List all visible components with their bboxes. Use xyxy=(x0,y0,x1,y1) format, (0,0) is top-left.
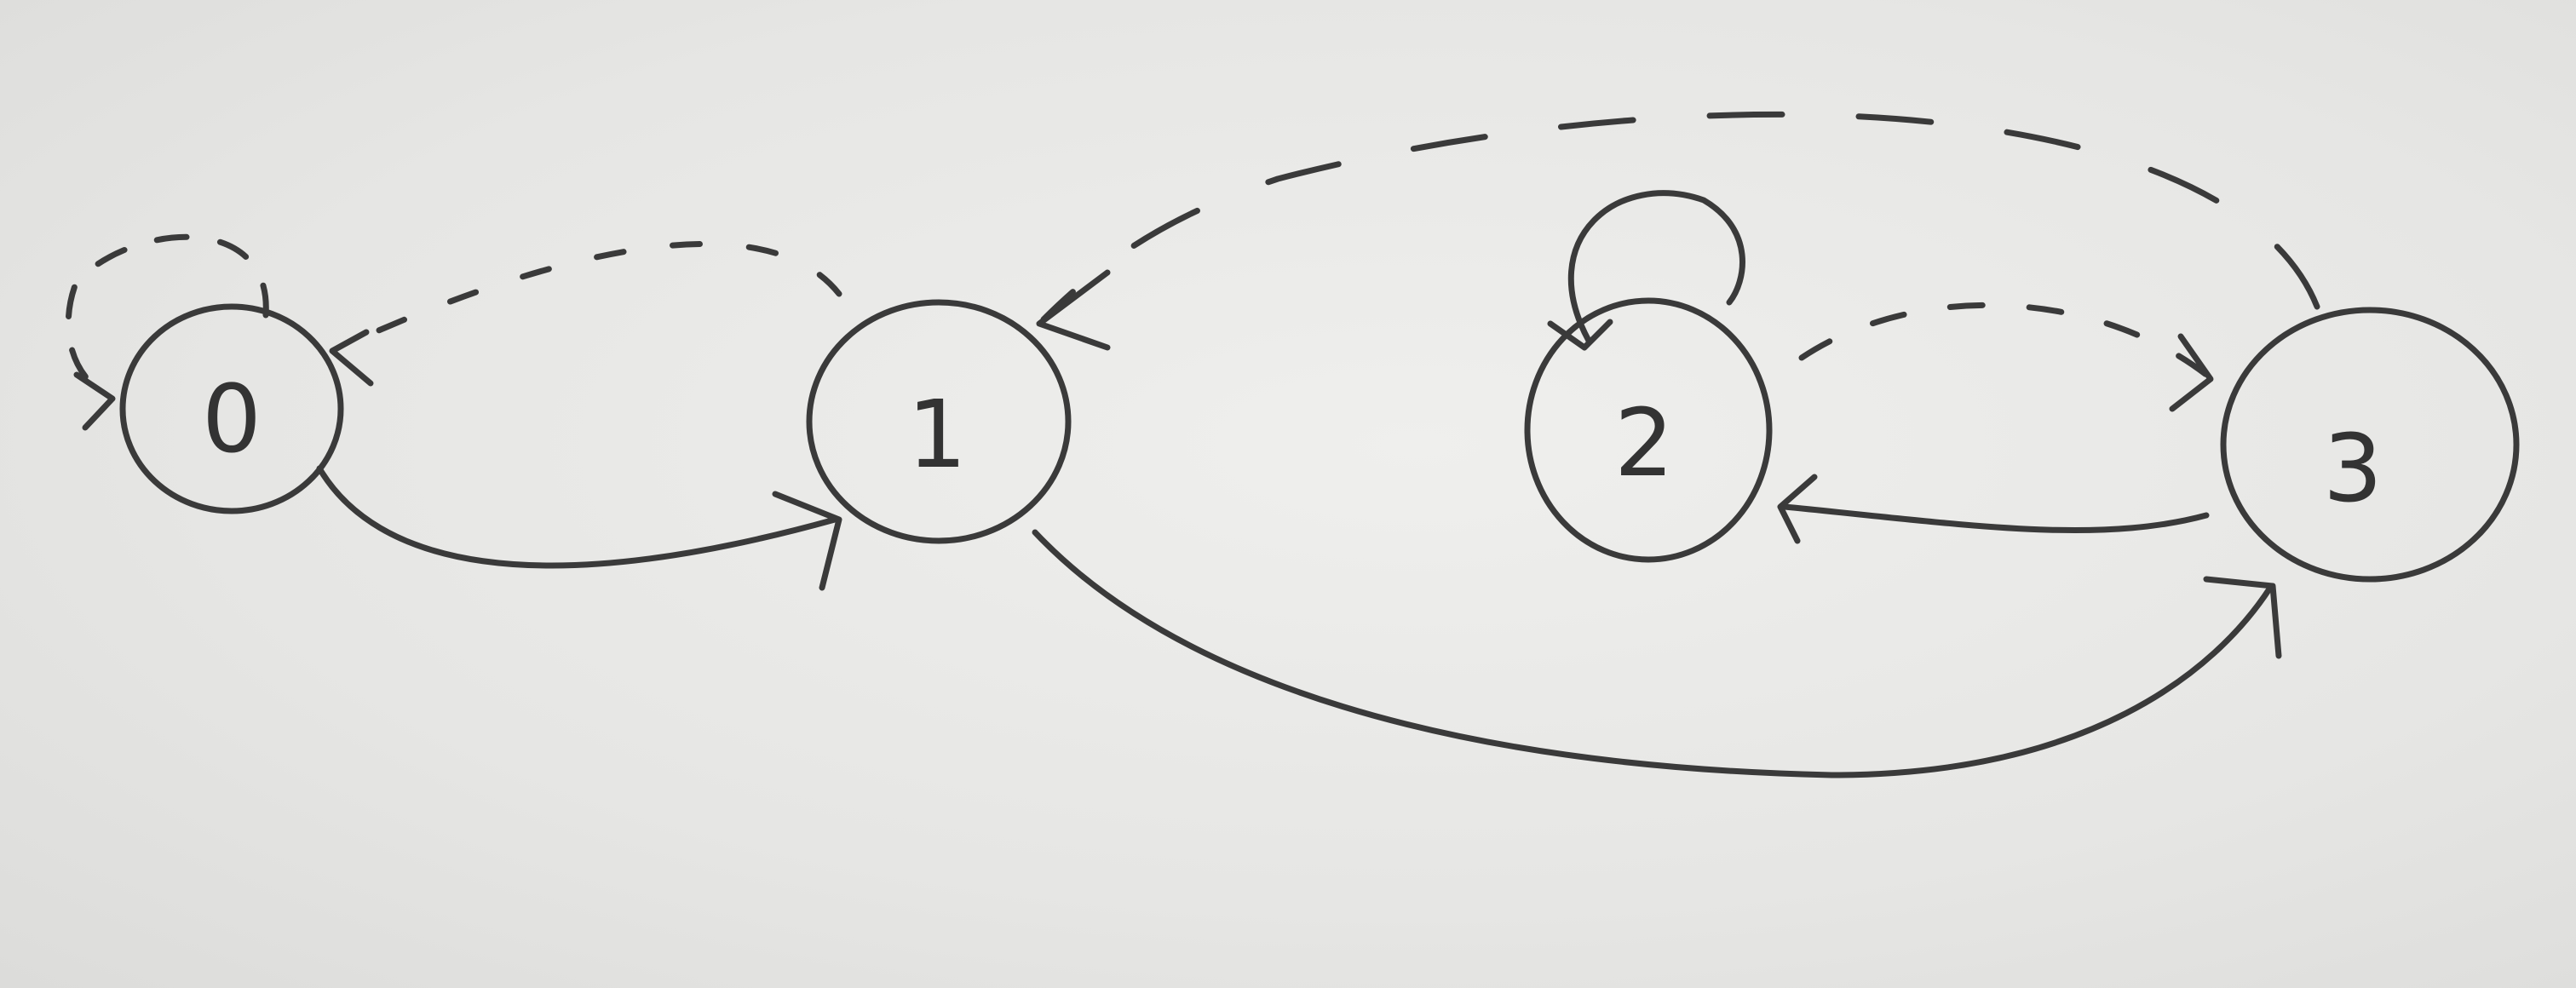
state-node-0-label: 0 xyxy=(202,365,262,474)
state-node-0-circle xyxy=(119,303,344,514)
edge-2-to-3-dashed xyxy=(1798,302,2214,412)
edge-3-to-1-dashed xyxy=(1036,111,2320,351)
state-node-3-label: 3 xyxy=(2323,414,2383,523)
state-node-1: 1 xyxy=(806,299,1072,544)
nodes: 0 1 2 3 xyxy=(119,297,2520,583)
state-node-2-label: 2 xyxy=(1614,388,1674,497)
state-node-2: 2 xyxy=(1524,297,1773,563)
edge-2-to-2-solid-loop xyxy=(1547,190,1745,351)
state-node-1-label: 1 xyxy=(907,380,967,489)
state-node-3: 3 xyxy=(2220,307,2520,583)
edge-3-to-2-solid xyxy=(1777,474,2210,544)
edge-0-to-1-solid xyxy=(316,465,842,591)
state-node-2-circle xyxy=(1524,297,1773,563)
state-node-0: 0 xyxy=(119,303,344,514)
state-node-1-circle xyxy=(806,299,1072,544)
state-node-3-circle xyxy=(2220,307,2520,583)
edge-0-to-0-dashed-loop xyxy=(65,233,269,431)
edges xyxy=(65,111,2320,778)
edge-1-to-0-dashed xyxy=(329,241,842,387)
edge-1-to-3-solid xyxy=(1032,529,2282,778)
